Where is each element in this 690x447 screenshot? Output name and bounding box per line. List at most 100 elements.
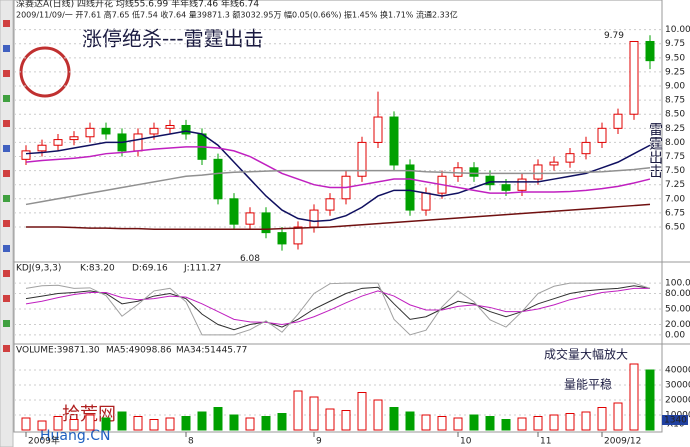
volume-bar [453,417,463,431]
y-tick-label: 8.75 [665,96,685,106]
volume-bar [101,417,111,431]
y-tick-label: 9.50 [665,53,685,63]
volume-bar [485,416,495,431]
volume-bar [597,407,607,431]
candle-body [309,209,319,228]
y-tick-label: 0.00 [665,330,685,340]
candle-body [581,141,591,155]
candle-body [85,127,95,138]
candle-body [181,124,191,135]
volume-bar [405,411,415,431]
y-tick-label: 9.25 [665,67,685,77]
y-tick-label: 20.00 [665,320,690,330]
x-tick-label: 8 [188,437,194,447]
candle-body [37,144,47,152]
candle-body [517,178,527,191]
volume-bar [325,408,335,431]
volume-bar [165,417,175,431]
x-tick-label: 2009/12 [604,437,641,447]
x-tick-label: 10 [460,437,472,447]
candle-body [149,127,159,135]
volume-bar [133,416,143,431]
watermark-sub: Huang.CN [40,428,110,444]
candle-body [485,175,495,186]
candle-body [373,116,383,143]
y-tick-label: 100.00 [665,279,690,289]
y-tick-label: 9.75 [665,39,685,49]
candle-body [501,184,511,191]
y-tick-label: 30000 [665,381,690,391]
candle-body [613,113,623,129]
kdj-line [25,287,650,326]
candle-body [229,198,239,225]
candle-body [53,139,63,146]
kdj-line [25,282,651,336]
volume-bar [469,414,479,431]
volume-bar [197,411,207,431]
volume-bar [645,369,655,431]
candle-body [629,40,639,115]
x-tick-label: 9 [316,437,322,447]
volume-bar [181,416,191,431]
current-box [662,415,688,425]
y-tick-label: 10.00 [665,25,690,35]
candle-body [645,40,655,62]
y-tick-label: 80.00 [665,289,690,299]
volume-bar [341,410,351,431]
header-line2: 2009/11/09/一 开7.61 高7.65 低7.54 收7.64 量39… [16,10,458,20]
legend-entry: D:69.16 [132,264,168,274]
ma-line [26,203,651,230]
current-value: 1340 [664,416,687,426]
volume-bar [581,411,591,431]
candle-body [533,164,543,180]
y-tick-label: 6.75 [665,208,685,218]
annotation: 成交量大幅放大 [544,347,628,362]
y-tick-label: 50.00 [665,305,690,315]
candle-body [565,153,575,163]
y-tick-label: 8.25 [665,124,685,134]
volume-bar [565,413,575,431]
volume-bar [357,392,367,431]
candle-body [549,161,559,166]
volume-bar [53,416,63,431]
volume-bar [533,416,543,431]
y-tick-label: 9.00 [665,82,685,92]
ma-line [25,146,651,194]
side-title: 雷霆出击 [647,122,663,178]
candle-body [101,127,111,135]
y-tick-label: 40000 [665,366,690,376]
annotation: 9.79 [604,31,624,41]
volume-bar [37,420,47,431]
volume-bar [149,419,159,431]
frame [13,0,663,433]
candle-body [293,226,303,245]
volume-bar [629,363,639,431]
y-tick-label: 20000 [665,396,690,406]
y-tick-label: 7.50 [665,166,685,176]
volume-bar [229,414,239,431]
candle-body [261,212,271,234]
volume-bar [277,413,287,431]
candle-body [21,150,31,160]
candle-body [405,164,415,211]
annotation: 6.08 [240,254,260,264]
y-tick-label: 8.50 [665,110,685,120]
annotation: 量能平稳 [564,377,612,392]
volume-bar [389,407,399,431]
volume-bar [309,396,319,431]
volume-bar [373,399,383,431]
candle-body [469,167,479,177]
volume-bar [293,390,303,431]
legend-entry: J:111.27 [183,264,221,274]
candle-body [277,232,287,245]
candle-body [597,127,607,143]
legend-entry: MA34:51445.77 [176,346,247,356]
header-line1: 深赛达A(日线) 四线开花 均线55.6.99 半年线7.46 年线6.74 [16,0,259,10]
volume-bar [85,414,95,431]
legend-entry: MA5:49098.86 [106,346,172,356]
volume-bar [213,407,223,431]
candle-body [325,198,335,211]
volume-bar [501,419,511,431]
